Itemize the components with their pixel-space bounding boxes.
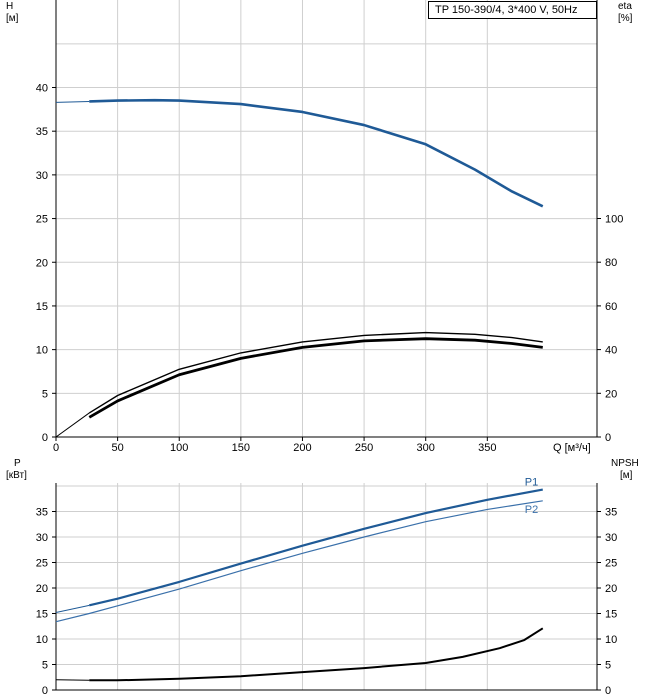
y2-tick-label: 30: [605, 532, 617, 544]
y-tick-label: 35: [36, 126, 48, 138]
x-tick-label: 50: [111, 442, 123, 454]
y2-tick-label: 20: [605, 583, 617, 595]
x-tick-label: 350: [478, 442, 496, 454]
series-NPSH-extension: [55, 679, 90, 681]
series-P2: [55, 500, 543, 623]
y2-tick-label: 100: [605, 214, 623, 226]
y2-axis-title: NPSH: [611, 458, 639, 469]
series-P1-extension: [55, 604, 90, 613]
y2-tick-label: 60: [605, 301, 617, 313]
x-tick-label: 250: [355, 442, 373, 454]
x-tick-label: 0: [53, 442, 59, 454]
x-tick-label: 100: [170, 442, 188, 454]
y-axis-title: H: [6, 1, 13, 12]
y-tick-label: 20: [36, 583, 48, 595]
y-tick-label: 5: [42, 388, 48, 400]
y-tick-label: 20: [36, 257, 48, 269]
y-tick-label: 40: [36, 83, 48, 95]
x-tick-label: 200: [293, 442, 311, 454]
x-axis-label: Q [м³/ч]: [553, 442, 591, 454]
series-NPSH: [89, 627, 544, 682]
y2-tick-label: 35: [605, 507, 617, 519]
y2-tick-label: 5: [605, 660, 611, 672]
y2-tick-label: 80: [605, 257, 617, 269]
y2-tick-label: 40: [605, 345, 617, 357]
y-tick-label: 10: [36, 634, 48, 646]
y-tick-label: 25: [36, 558, 48, 570]
series-eta_1: [88, 331, 543, 414]
series-H-extension: [55, 100, 90, 103]
y2-tick-label: 10: [605, 634, 617, 646]
y-tick-label: 5: [42, 660, 48, 672]
y-axis-title: P: [14, 458, 21, 469]
series-H: [89, 98, 544, 208]
y-tick-label: 30: [36, 532, 48, 544]
y-axis-unit: [м]: [6, 13, 19, 24]
y2-tick-label: 20: [605, 388, 617, 400]
y2-axis-title: eta: [618, 1, 632, 12]
legend-text: TP 150-390/4, 3*400 V, 50Hz: [435, 4, 578, 16]
y-tick-label: 15: [36, 301, 48, 313]
y-tick-label: 0: [42, 685, 48, 697]
x-tick-label: 300: [417, 442, 435, 454]
y2-axis-unit: [%]: [618, 13, 633, 24]
series-eta_2: [88, 337, 543, 419]
x-tick-label: 150: [232, 442, 250, 454]
y-tick-label: 30: [36, 170, 48, 182]
y2-tick-label: 25: [605, 558, 617, 570]
series-label-P1: P1: [525, 477, 538, 489]
y-tick-label: 25: [36, 214, 48, 226]
y-tick-label: 15: [36, 609, 48, 621]
y-tick-label: 35: [36, 507, 48, 519]
series-P1: [89, 488, 543, 607]
y2-axis-unit: [м]: [620, 470, 633, 481]
y2-tick-label: 15: [605, 609, 617, 621]
y2-tick-label: 0: [605, 685, 611, 697]
y-tick-label: 10: [36, 345, 48, 357]
y-tick-label: 0: [42, 432, 48, 444]
series-eta_1-extension: [55, 412, 90, 438]
series-label-P2: P2: [525, 504, 538, 516]
legend-box: TP 150-390/4, 3*400 V, 50Hz: [428, 1, 597, 19]
y-axis-unit: [кВт]: [6, 470, 27, 481]
y2-tick-label: 0: [605, 432, 611, 444]
